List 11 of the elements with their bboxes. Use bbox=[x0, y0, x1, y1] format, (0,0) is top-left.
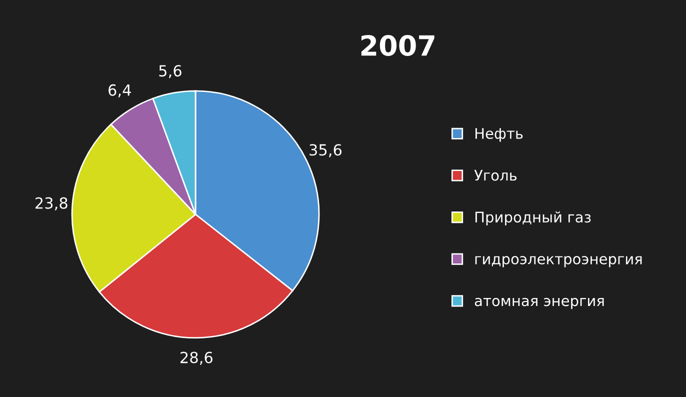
data-label: 28,6 bbox=[180, 352, 212, 365]
data-label: 6,4 bbox=[108, 84, 131, 98]
legend-label: атомная энергия bbox=[474, 298, 604, 310]
legend-label: Нефть bbox=[475, 128, 523, 142]
data-label: 35,6 bbox=[310, 144, 342, 158]
legend-label: Природный газ bbox=[475, 211, 591, 226]
data-label: 23,8 bbox=[35, 197, 68, 210]
chart-title: 2007 bbox=[361, 34, 434, 56]
legend-label: гидроэлектроэнергия bbox=[475, 256, 642, 268]
data-label: 5,6 bbox=[159, 65, 182, 78]
legend-label: Уголь bbox=[474, 170, 517, 181]
